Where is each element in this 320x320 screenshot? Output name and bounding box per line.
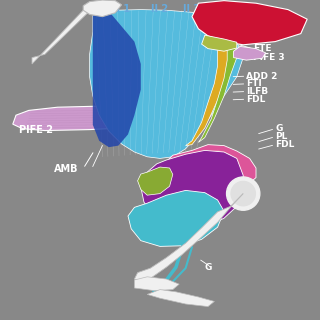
Polygon shape [198, 19, 237, 142]
Text: G: G [205, 263, 212, 272]
Text: II 3: II 3 [183, 4, 201, 14]
Polygon shape [93, 11, 141, 147]
Text: PL: PL [275, 132, 288, 141]
Text: ILFB: ILFB [246, 87, 268, 96]
Polygon shape [163, 145, 256, 190]
Text: FDL: FDL [246, 95, 266, 104]
Text: CFL: CFL [243, 12, 263, 22]
Polygon shape [134, 277, 179, 291]
Text: FDL: FDL [275, 140, 295, 149]
Text: PIFE 2: PIFE 2 [19, 124, 53, 135]
Circle shape [227, 177, 260, 210]
Text: FTI: FTI [246, 79, 262, 88]
Text: PIFE 3: PIFE 3 [253, 53, 284, 62]
Polygon shape [134, 194, 243, 282]
Polygon shape [234, 46, 266, 60]
Polygon shape [192, 1, 307, 45]
Polygon shape [147, 290, 214, 307]
Text: EDL: EDL [141, 189, 160, 198]
Polygon shape [141, 150, 243, 228]
Circle shape [231, 181, 255, 206]
Text: ADD 2: ADD 2 [246, 72, 278, 81]
Text: G: G [275, 124, 283, 133]
Text: EDB: EDB [150, 211, 171, 220]
Text: II 2: II 2 [151, 4, 169, 14]
Polygon shape [128, 190, 224, 246]
Text: AMB: AMB [54, 164, 79, 174]
Polygon shape [138, 167, 173, 195]
Polygon shape [83, 0, 122, 17]
Polygon shape [90, 10, 243, 158]
Polygon shape [173, 150, 237, 179]
Polygon shape [186, 13, 234, 146]
Text: PB: PB [160, 203, 173, 212]
Polygon shape [13, 106, 134, 131]
Text: TA: TA [141, 181, 153, 190]
Polygon shape [202, 35, 237, 51]
Text: FTE: FTE [253, 44, 271, 53]
Polygon shape [32, 8, 93, 64]
Text: II 1: II 1 [113, 4, 130, 14]
